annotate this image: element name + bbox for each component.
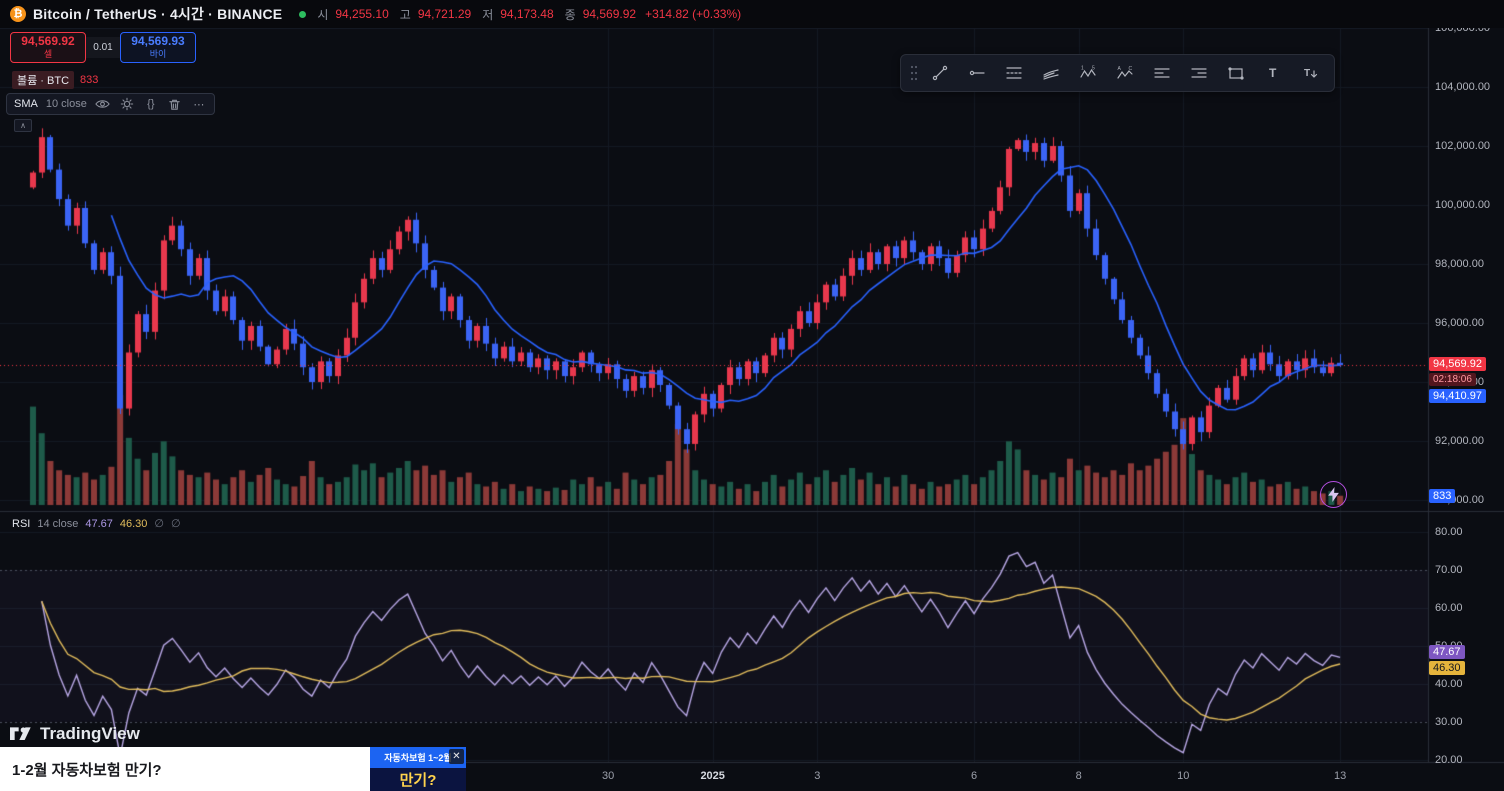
rsi-legend-value: 47.67 — [85, 517, 113, 530]
fib-retracement-icon[interactable] — [997, 58, 1031, 88]
close-value: 94,569.92 — [582, 7, 637, 21]
rsi-axis-label: 60.00 — [1435, 601, 1463, 614]
low-value: 94,173.48 — [500, 7, 554, 21]
rsi-ma-value-badge: 46.30 — [1429, 661, 1465, 675]
time-axis-label: 2025 — [700, 770, 725, 782]
order-widget: 94,569.92 셀 0.01 94,569.93 바이 — [10, 32, 196, 63]
time-axis-label: 8 — [1075, 770, 1082, 782]
bar-countdown-badge: 02:18:06 — [1429, 373, 1476, 386]
high-value: 94,721.29 — [417, 7, 472, 21]
short-position-icon[interactable] — [1182, 58, 1216, 88]
bitcoin-logo-icon: ₿ — [10, 6, 26, 22]
market-status-icon — [299, 10, 307, 18]
rsi-axis-label: 80.00 — [1435, 526, 1463, 538]
source-code-icon[interactable]: {} — [147, 98, 155, 110]
high-label: 고 — [399, 7, 411, 22]
svg-text:T: T — [1304, 68, 1310, 79]
tradingview-logo-icon — [10, 727, 31, 740]
boost-lightning-button[interactable] — [1320, 481, 1347, 508]
rsi-value-badge: 47.67 — [1429, 645, 1465, 659]
time-axis-label: 30 — [601, 770, 615, 782]
price-axis-label: 92,000.00 — [1435, 435, 1484, 447]
buy-price: 94,569.93 — [131, 34, 185, 49]
settings-icon[interactable] — [119, 96, 135, 112]
price-axis-label: 100,000.00 — [1435, 199, 1491, 211]
price-axis-label: 102,000.00 — [1435, 140, 1491, 152]
svg-text:A: A — [1118, 66, 1122, 72]
sell-label: 셀 — [43, 49, 53, 60]
time-axis-label: 3 — [814, 770, 821, 782]
svg-text:5: 5 — [1092, 66, 1095, 72]
delete-icon[interactable] — [167, 96, 183, 112]
long-position-icon[interactable] — [1145, 58, 1179, 88]
sma-legend-name[interactable]: SMA — [14, 98, 38, 110]
volume-legend-label[interactable]: 볼륨 · BTC — [12, 71, 75, 89]
last-price-badge: 94,569.92 — [1429, 357, 1486, 371]
rsi-legend: RSI 14 close 47.67 46.30 ∅ ∅ — [12, 517, 181, 531]
ad-image-line1: 자동차보험 1~2월 — [370, 747, 466, 768]
ad-headline[interactable]: 1-2월 자동차보험 만기? — [0, 747, 370, 791]
horizontal-ray-icon[interactable] — [960, 58, 994, 88]
ad-close-button[interactable]: ✕ — [449, 749, 464, 764]
price-axis-label: 104,000.00 — [1435, 81, 1491, 93]
rsi-legend-ma-value: 46.30 — [119, 517, 148, 530]
volume-legend-value: 833 — [80, 74, 99, 86]
rsi-disabled-icon[interactable]: ∅ — [154, 518, 164, 530]
time-axis-label: 13 — [1333, 770, 1347, 782]
volume-legend: 볼륨 · BTC 833 — [12, 71, 98, 89]
close-label: 종 — [564, 7, 576, 22]
tradingview-logo-text: TradingView — [40, 724, 140, 743]
sell-price: 94,569.92 — [21, 34, 75, 49]
tradingview-logo[interactable]: TradingView — [10, 724, 140, 744]
svg-text:T: T — [1269, 66, 1277, 80]
volume-badge: 833 — [1429, 489, 1456, 503]
sell-button[interactable]: 94,569.92 셀 — [10, 32, 86, 63]
price-axis-label: 96,000.00 — [1435, 317, 1484, 329]
buy-button[interactable]: 94,569.93 바이 — [120, 32, 196, 63]
buy-label: 바이 — [149, 49, 167, 60]
spread-value: 0.01 — [86, 37, 120, 58]
ad-image[interactable]: 자동차보험 1~2월 만기? ✕ — [370, 747, 466, 791]
rsi-legend-params: 14 close — [37, 517, 79, 530]
svg-text:1: 1 — [1081, 66, 1084, 72]
text-tool-icon[interactable]: T — [1256, 58, 1290, 88]
rsi-axis-label: 30.00 — [1435, 715, 1463, 728]
time-axis[interactable]: 30 2025 3 6 8 10 13 — [0, 762, 1504, 791]
chart-header: ₿ Bitcoin / TetherUS · 4시간 · BINANCE 시 9… — [0, 0, 1504, 28]
ad-image-line2: 만기? — [370, 767, 466, 791]
time-axis-label: 6 — [971, 770, 978, 782]
rsi-legend-name[interactable]: RSI — [12, 517, 31, 530]
toolbar-drag-handle-icon[interactable] — [908, 62, 920, 84]
svg-text:C: C — [1129, 66, 1133, 72]
collapse-legend-button[interactable]: ∧ — [14, 119, 32, 132]
low-label: 저 — [482, 7, 494, 22]
more-options-icon[interactable]: ⋯ — [193, 98, 205, 111]
rsi-disabled-icon[interactable]: ∅ — [170, 518, 181, 530]
open-label: 시 — [317, 7, 329, 22]
time-axis-label: 10 — [1177, 770, 1190, 782]
symbol-title[interactable]: Bitcoin / TetherUS · 4시간 · BINANCE — [33, 6, 283, 22]
price-axis-label: 98,000.00 — [1435, 258, 1484, 270]
bid-price-badge: 94,410.97 — [1429, 389, 1486, 403]
rsi-axis-label: 20.00 — [1435, 753, 1463, 766]
open-value: 94,255.10 — [335, 7, 389, 21]
ad-banner: 1-2월 자동차보험 만기? 자동차보험 1~2월 만기? ✕ — [0, 747, 466, 791]
rsi-axis-label: 40.00 — [1435, 677, 1463, 690]
pitchfork-icon[interactable] — [1034, 58, 1068, 88]
sma-legend: SMA 10 close {} ⋯ — [6, 93, 215, 115]
rsi-axis-label: 70.00 — [1435, 563, 1463, 576]
trend-line-icon[interactable] — [923, 58, 957, 88]
anchored-text-icon[interactable]: T — [1293, 58, 1327, 88]
change-value: +314.82 (+0.33%) — [645, 7, 742, 21]
sma-legend-params: 10 close — [45, 98, 87, 110]
visibility-icon[interactable] — [95, 96, 111, 112]
rectangle-icon[interactable] — [1219, 58, 1253, 88]
